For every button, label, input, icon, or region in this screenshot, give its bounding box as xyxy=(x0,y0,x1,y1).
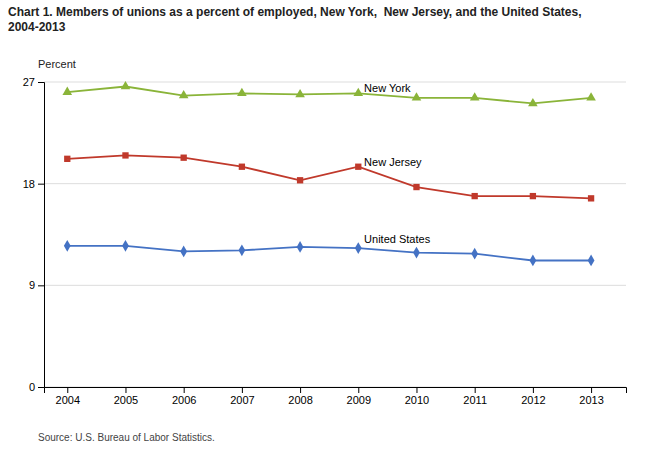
title: Chart 1. Members of unions as a percent … xyxy=(8,5,582,34)
x-tick-label: 2005 xyxy=(114,394,138,406)
marker xyxy=(237,88,247,96)
y-tick-mark xyxy=(38,184,44,185)
marker xyxy=(586,92,596,100)
x-tick: 2008 xyxy=(288,387,312,406)
x-tick-mark xyxy=(125,387,126,393)
annotation: New Jersey xyxy=(364,156,422,168)
series-group xyxy=(62,81,595,266)
x-tick-label: 2012 xyxy=(521,394,545,406)
x-tick: 2005 xyxy=(114,387,138,406)
y-tick-label: 27 xyxy=(23,76,35,88)
x-tick-label: 2007 xyxy=(230,394,254,406)
plot: 2004 2005 2006 2007 2008 2009 2010 2011 2012 2013… xyxy=(23,76,627,406)
y-tick: 9 xyxy=(29,279,44,291)
x-tick-label: 2009 xyxy=(347,394,371,406)
marker xyxy=(64,240,71,252)
marker xyxy=(355,242,362,254)
series-markers xyxy=(64,240,595,266)
marker xyxy=(588,255,595,267)
y-tick-label: 9 xyxy=(29,279,35,291)
marker xyxy=(179,90,189,98)
marker xyxy=(297,241,304,253)
x-tick-label: 2013 xyxy=(579,394,603,406)
y-label: Percent xyxy=(38,58,76,70)
marker xyxy=(529,255,536,267)
annotations: New York New Jersey United States xyxy=(364,82,431,245)
marker xyxy=(180,246,187,258)
series-line xyxy=(67,155,591,198)
annotation: New York xyxy=(364,82,411,94)
marker xyxy=(472,193,478,199)
x-tick-mark xyxy=(533,387,534,393)
marker xyxy=(64,156,70,162)
x-tick: 2004 xyxy=(56,387,80,406)
x-tick-mark xyxy=(475,387,476,393)
x-tick-mark xyxy=(358,387,359,393)
marker xyxy=(239,164,245,170)
x-tick-mark xyxy=(591,387,592,393)
marker xyxy=(471,248,478,260)
x-tick: 2007 xyxy=(230,387,254,406)
x-tick-mark xyxy=(300,387,301,393)
marker xyxy=(530,193,536,199)
marker xyxy=(181,155,187,161)
marker xyxy=(588,195,594,201)
marker xyxy=(355,164,361,170)
marker xyxy=(122,152,128,158)
series-markers xyxy=(64,152,594,201)
x-tick: 2009 xyxy=(347,387,371,406)
marker xyxy=(238,244,245,256)
y-axis-line xyxy=(38,83,45,388)
marker xyxy=(295,89,305,97)
x-tick: 2006 xyxy=(172,387,196,406)
x-tick-mark xyxy=(242,387,243,393)
chart: Chart 1. Members of unions as a percent … xyxy=(0,0,650,449)
y-tick-mark xyxy=(38,387,44,388)
marker xyxy=(413,184,419,190)
x-tick: 2011 xyxy=(463,387,487,406)
x-tick-mark xyxy=(184,387,185,393)
y-axis: 0 9 18 27 xyxy=(23,76,45,393)
grid-line xyxy=(44,183,626,184)
marker xyxy=(470,92,480,100)
marker xyxy=(121,81,131,89)
x-tick-label: 2006 xyxy=(172,394,196,406)
x-tick-mark xyxy=(67,387,68,393)
marker xyxy=(413,247,420,259)
marker xyxy=(297,177,303,183)
x-tick-label: 2004 xyxy=(56,394,80,406)
annotation: United States xyxy=(364,233,431,245)
x-axis-line xyxy=(45,388,627,394)
grid xyxy=(44,82,626,387)
x-tick-label: 2008 xyxy=(288,394,312,406)
y-tick-label: 18 xyxy=(23,178,35,190)
marker xyxy=(412,92,422,100)
y-tick: 0 xyxy=(29,381,44,393)
x-tick: 2013 xyxy=(579,387,603,406)
x-axis: 2004 2005 2006 2007 2008 2009 2010 2011 2012 2013 xyxy=(45,387,627,406)
series-markers xyxy=(62,81,595,106)
marker xyxy=(528,98,538,106)
marker xyxy=(62,87,72,95)
marker xyxy=(353,88,363,96)
y-tick-label: 0 xyxy=(29,381,35,393)
y-tick-mark xyxy=(38,82,44,83)
x-tick-label: 2010 xyxy=(405,394,429,406)
grid-line xyxy=(44,285,626,286)
x-tick-mark xyxy=(416,387,417,393)
y-tick: 18 xyxy=(23,178,44,190)
grid-line xyxy=(44,82,626,83)
source: Source: U.S. Bureau of Labor Statistics. xyxy=(38,432,215,443)
x-tick: 2010 xyxy=(405,387,429,406)
series-line xyxy=(67,87,591,104)
x-tick-label: 2011 xyxy=(463,394,487,406)
x-tick: 2012 xyxy=(521,387,545,406)
series-line xyxy=(67,246,591,261)
y-tick: 27 xyxy=(23,76,44,88)
marker xyxy=(122,240,129,252)
y-tick-mark xyxy=(38,285,44,286)
